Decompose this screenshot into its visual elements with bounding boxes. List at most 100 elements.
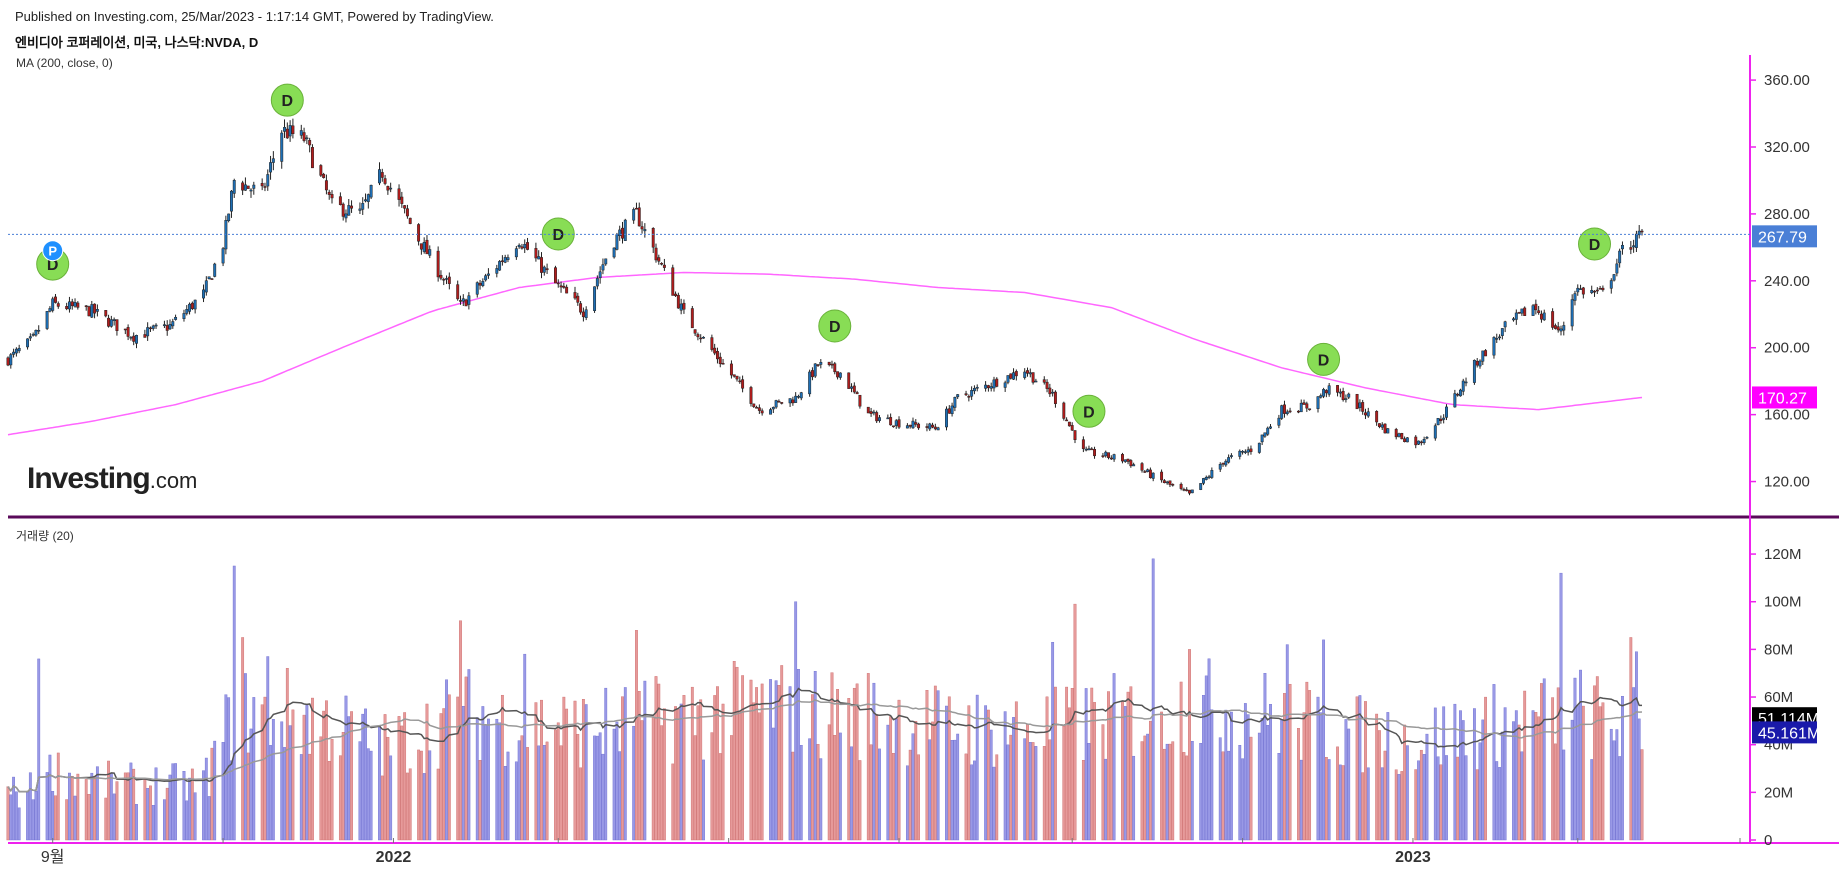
volume-bar <box>76 773 80 841</box>
volume-bar <box>1014 701 1018 841</box>
candle-body <box>788 398 792 404</box>
volume-bar <box>1383 750 1387 841</box>
volume-bar <box>1257 732 1261 841</box>
volume-bar <box>28 772 32 841</box>
candle-body <box>327 191 331 195</box>
candle-body <box>1514 312 1518 320</box>
candle-body <box>886 417 890 420</box>
candle-body <box>403 205 407 209</box>
volume-bar <box>1618 756 1622 841</box>
candle-body <box>109 319 113 327</box>
candle-body <box>1397 433 1401 437</box>
volume-bar <box>1609 728 1613 841</box>
volume-bar <box>816 744 820 841</box>
candle-body <box>1051 391 1055 394</box>
volume-bar <box>503 766 507 841</box>
candle-body <box>389 187 393 190</box>
volume-bar <box>1554 743 1557 841</box>
price-tick-label: 160.00 <box>1764 407 1810 424</box>
volume-bar <box>1221 751 1225 841</box>
candle-body <box>1436 417 1440 426</box>
volume-bar <box>914 721 918 841</box>
volume-bar <box>1422 754 1426 841</box>
candle-body <box>545 268 549 271</box>
candle-body <box>31 334 35 336</box>
volume-bar <box>908 749 912 841</box>
candle-body <box>601 264 605 271</box>
volume-bar <box>1012 717 1015 841</box>
volume-bar <box>12 776 15 841</box>
candle-body <box>1590 290 1594 294</box>
volume-bar <box>964 753 968 841</box>
volume-bar <box>380 775 384 841</box>
candle-body <box>1023 371 1027 378</box>
candle-body <box>523 244 527 249</box>
candle-body <box>517 244 521 248</box>
candle-body <box>813 363 817 377</box>
candle-body <box>500 260 504 262</box>
volume-bar <box>442 708 446 841</box>
volume-bar <box>1512 721 1515 841</box>
volume-bar <box>1405 745 1409 841</box>
candle-body <box>1012 372 1015 380</box>
candle-body <box>495 268 499 274</box>
candle-body <box>679 303 683 311</box>
volume-bar <box>1143 735 1147 841</box>
volume-bar <box>132 768 136 841</box>
candle-body <box>1081 439 1085 449</box>
candle-body <box>986 385 990 389</box>
volume-bar <box>1132 755 1136 841</box>
candle-body <box>185 309 189 314</box>
candle-body <box>322 173 326 178</box>
volume-bar <box>1305 681 1309 841</box>
volume-bar <box>579 767 583 841</box>
volume-bar <box>1129 686 1133 841</box>
volume-bar <box>484 725 488 841</box>
volume-bar <box>1403 724 1406 841</box>
volume-indicator-label[interactable]: 거래량 (20) <box>16 529 74 543</box>
candle-body <box>266 174 270 187</box>
volume-bar <box>1109 705 1113 841</box>
volume-bar <box>1210 709 1214 841</box>
candle-body <box>285 128 289 139</box>
candle-body <box>579 303 583 313</box>
candle-body <box>808 371 812 395</box>
candle-body <box>992 379 996 389</box>
candle-body <box>1014 371 1018 377</box>
published-caption: Published on Investing.com, 25/Mar/2023 … <box>15 9 494 24</box>
volume-bar <box>347 716 351 841</box>
volume-bar <box>481 706 485 841</box>
candle-body <box>1288 410 1292 413</box>
volume-bar <box>679 703 683 841</box>
ma-indicator-label[interactable]: MA (200, close, 0) <box>16 56 113 70</box>
candle-body <box>28 336 32 339</box>
volume-bar <box>640 720 644 841</box>
volume-bar <box>366 748 370 841</box>
candle-body <box>6 357 10 366</box>
volume-bar <box>1204 675 1208 841</box>
volume-bar <box>612 728 616 841</box>
candle-body <box>693 329 697 334</box>
volume-bar <box>833 735 837 841</box>
candle-body <box>615 234 619 250</box>
volume-bar <box>618 751 622 841</box>
candle-body <box>716 351 719 360</box>
candle-body <box>341 203 345 217</box>
volume-bar <box>1070 688 1074 841</box>
volume-bar <box>475 717 479 841</box>
volume-bar <box>1414 769 1418 841</box>
volume-bar <box>1635 651 1638 841</box>
volume-bar <box>1621 696 1624 841</box>
volume-bar <box>1492 684 1496 841</box>
candle-body <box>188 303 192 312</box>
volume-bar <box>643 680 647 841</box>
volume-bar <box>207 796 211 841</box>
candle-body <box>1425 436 1429 439</box>
volume-bar <box>1358 695 1362 841</box>
candle-body <box>875 412 879 422</box>
volume-bar <box>970 764 974 841</box>
volume-bar <box>928 739 932 841</box>
volume-bar <box>892 753 895 841</box>
candle-body <box>1629 247 1633 250</box>
